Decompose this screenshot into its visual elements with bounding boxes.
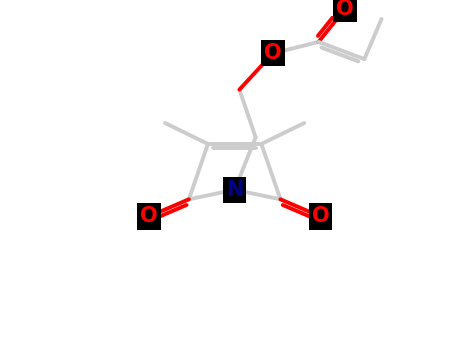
Text: O: O [140, 206, 157, 226]
Text: O: O [337, 0, 354, 19]
Text: O: O [264, 43, 282, 63]
Text: N: N [226, 180, 243, 200]
Text: O: O [312, 206, 329, 226]
